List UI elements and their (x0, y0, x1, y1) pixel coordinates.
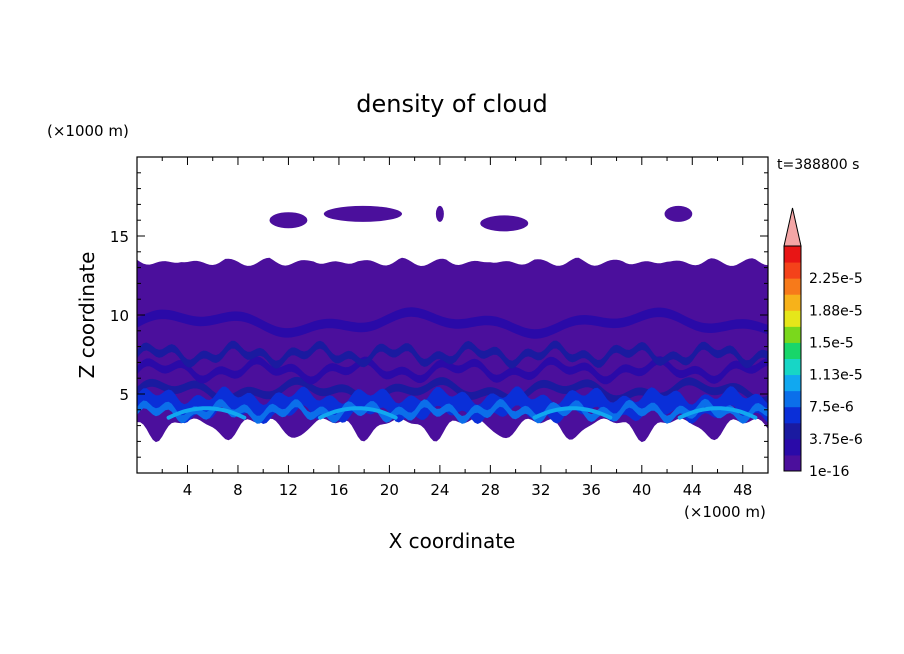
y-tick-label: 15 (110, 228, 129, 246)
chart-title: density of cloud (356, 90, 547, 118)
x-tick-label: 28 (481, 481, 500, 499)
x-axis-ticks: 4 8 12 16 20 24 28 32 36 40 44 48 (161, 157, 752, 499)
colorbar: 1e-16 3.75e-6 7.5e-6 1.13e-5 1.5e-5 1.88e-5 2.… (783, 207, 863, 480)
colorbar-label: 3.75e-6 (809, 432, 863, 448)
upper-cloud-patch (480, 215, 529, 232)
x-tick-label: 12 (279, 481, 298, 499)
upper-cloud-patch (435, 205, 444, 222)
colorbar-swatch (784, 294, 801, 311)
bright-arc (166, 406, 247, 420)
x-tick-label: 16 (329, 481, 348, 499)
y-tick-label: 10 (110, 307, 129, 325)
x-unit-label: (×1000 m) (684, 503, 766, 521)
x-tick-label: 32 (531, 481, 550, 499)
upper-cloud-patch (664, 205, 693, 222)
bright-arc (677, 406, 758, 420)
upper-cloud-patch (269, 212, 308, 229)
x-tick-label: 48 (733, 481, 752, 499)
colorbar-label: 1.88e-5 (809, 303, 863, 319)
colorbar-label: 1e-16 (809, 464, 849, 480)
colorbar-swatch (784, 342, 801, 359)
cloud-band-mid (137, 340, 768, 369)
x-tick-label: 4 (183, 481, 193, 499)
x-tick-label: 44 (683, 481, 702, 499)
y-axis-title: Z coordinate (75, 252, 99, 379)
colorbar-swatch (784, 438, 801, 456)
colorbar-swatch (784, 374, 801, 392)
colorbar-label: 1.13e-5 (809, 368, 863, 384)
colorbar-swatch (784, 422, 801, 440)
cloud-band-mid (137, 376, 768, 405)
colorbar-swatch (784, 310, 801, 327)
x-tick-label: 8 (233, 481, 243, 499)
colorbar-frame (783, 245, 802, 472)
bright-arc (318, 406, 398, 420)
contour-field (137, 205, 768, 443)
colorbar-swatch (784, 454, 801, 472)
x-tick-label: 20 (380, 481, 399, 499)
y-unit-label: (×1000 m) (47, 122, 129, 140)
colorbar-swatch (784, 390, 801, 408)
upper-cloud-patch (323, 205, 403, 222)
colorbar-swatch (784, 262, 801, 279)
colorbar-swatch (784, 358, 801, 376)
colorbar-label: 2.25e-5 (809, 271, 863, 287)
x-tick-label: 36 (582, 481, 601, 499)
colorbar-label: 7.5e-6 (809, 400, 854, 416)
cloud-band-upper (137, 307, 768, 339)
colorbar-swatch (784, 246, 801, 263)
x-tick-label: 40 (632, 481, 651, 499)
y-axis-ticks: 5 10 15 (110, 172, 768, 458)
x-tick-label: 24 (430, 481, 449, 499)
colorbar-swatch (784, 278, 801, 295)
x-axis-title: X coordinate (389, 529, 516, 553)
colorbar-swatch (784, 326, 801, 343)
cloud-band-mid (137, 356, 768, 385)
bright-arc (532, 406, 613, 420)
colorbar-label: 1.5e-5 (809, 335, 854, 351)
time-label: t=388800 s (777, 157, 859, 173)
colorbar-extend-arrow (783, 207, 802, 247)
y-tick-label: 5 (119, 386, 129, 404)
colorbar-swatch (784, 406, 801, 424)
